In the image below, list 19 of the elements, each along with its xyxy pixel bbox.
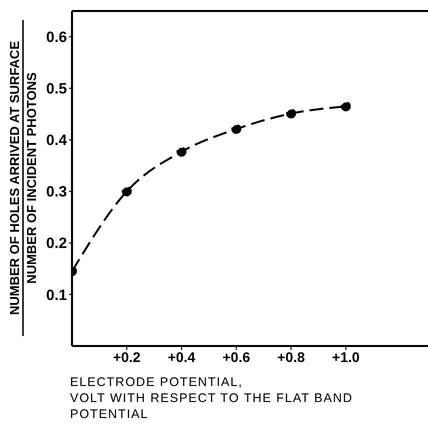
point [231, 124, 242, 134]
y-tick-label: 0.2 [46, 235, 67, 252]
x-tick-label: +1.0 [332, 348, 360, 365]
y-tick-label: 0.3 [46, 184, 67, 201]
x-tick-label: +0.6 [222, 348, 250, 365]
x-tick-label: +0.8 [277, 348, 306, 365]
x-tick-label: +0.2 [112, 348, 141, 365]
y-axis-title: NUMBER OF HOLES ARRIVED AT SURFACE NUMBER OF INCIDENT PHOTONS [0, 0, 40, 372]
point [286, 108, 296, 119]
point [176, 146, 187, 157]
y-tick-label: 0.1 [46, 286, 67, 304]
point [340, 101, 351, 112]
y-tick-label: 0.4 [46, 132, 68, 150]
x-axis-title: ELECTRODE POTENTIAL, VOLT WITH RESPECT TO THE FLAT BAND POTENTIAL [70, 374, 353, 422]
point [122, 186, 132, 196]
y-axis-title: NUMBER OF HOLES ARRIVED AT SURFACE NUMBER OF INCIDENT PHOTONS [7, 40, 39, 315]
y-tick-label: 0.5 [46, 80, 67, 98]
x-tick-label: +0.4 [168, 348, 196, 365]
y-tick-label: 0.6 [46, 29, 67, 46]
